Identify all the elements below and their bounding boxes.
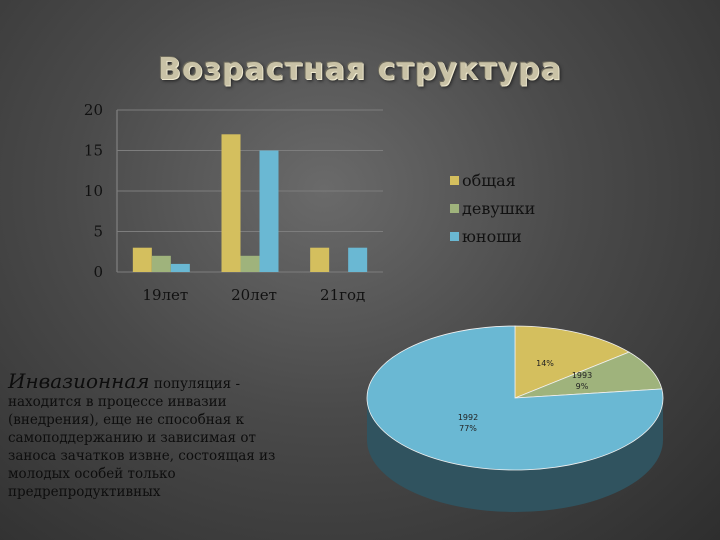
y-tick-label: 5 bbox=[93, 223, 103, 241]
pie-side-1992 bbox=[367, 398, 663, 512]
bar-девушки-20лет bbox=[240, 255, 260, 272]
pie-label-value: 9% bbox=[576, 382, 589, 391]
x-tick-label: 21год bbox=[320, 286, 365, 304]
slide-title: Возрастная структура bbox=[158, 52, 562, 87]
pie-label-value: 14% bbox=[536, 359, 554, 368]
pie-slice-1992 bbox=[366, 325, 664, 471]
y-tick-label: 10 bbox=[84, 182, 103, 200]
x-tick-label: 19лет bbox=[142, 286, 188, 304]
bar-общая-19лет bbox=[132, 247, 152, 272]
pie-slice-1993 bbox=[514, 351, 663, 399]
legend-swatch bbox=[450, 176, 459, 185]
description-lead: Инвазионная bbox=[8, 369, 150, 393]
legend-label: юноши bbox=[462, 227, 522, 246]
legend-swatch bbox=[450, 204, 459, 213]
x-tick-label: 20лет bbox=[231, 286, 277, 304]
legend-label: общая bbox=[462, 171, 516, 190]
y-tick-label: 20 bbox=[84, 101, 103, 119]
pie-label-name: 1993 bbox=[572, 371, 592, 380]
pie-chart: 14% 1993 9% 1992 77% bbox=[366, 325, 664, 512]
pie-slice-14% bbox=[514, 325, 630, 399]
bar-девушки-19лет bbox=[151, 255, 171, 272]
legend-label: девушки bbox=[462, 199, 535, 218]
bar-chart: 0 5 10 15 20 19лет 20лет 21год bbox=[84, 101, 383, 304]
y-tick-label: 0 bbox=[93, 263, 103, 281]
bar-юноши-20лет bbox=[259, 150, 279, 272]
bar-общая-21год bbox=[310, 247, 330, 272]
population-description: Инвазионная популяция - находится в проц… bbox=[8, 369, 298, 501]
pie-label-value: 77% bbox=[459, 424, 477, 433]
bar-юноши-19лет bbox=[170, 263, 190, 272]
bar-юноши-21год bbox=[348, 247, 368, 272]
y-tick-label: 15 bbox=[84, 142, 103, 160]
pie-label-name: 1992 bbox=[458, 413, 478, 422]
bar-общая-20лет bbox=[221, 134, 241, 272]
description-text: популяция - находится в процессе инвазии… bbox=[8, 376, 276, 500]
legend-swatch bbox=[450, 232, 459, 241]
bar-chart-legend: общая девушки юноши bbox=[450, 171, 535, 246]
